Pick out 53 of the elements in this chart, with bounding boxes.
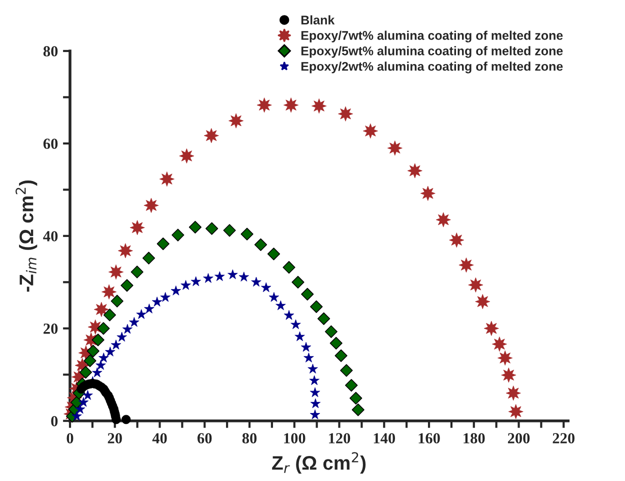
point xyxy=(97,322,110,335)
point xyxy=(334,349,348,362)
x-tick-label: 160 xyxy=(418,433,440,444)
point xyxy=(103,308,116,322)
point xyxy=(92,334,104,346)
point xyxy=(317,312,330,326)
point xyxy=(142,252,156,264)
point xyxy=(345,378,358,392)
point xyxy=(156,237,170,250)
point xyxy=(223,224,236,237)
y-tick-label: 80 xyxy=(43,46,58,56)
x-tick-label: 120 xyxy=(329,433,350,444)
y-tick-label: 60 xyxy=(43,138,58,149)
point xyxy=(84,354,96,368)
x-tick-label: 200 xyxy=(508,433,530,444)
point xyxy=(267,248,280,260)
point xyxy=(282,261,296,274)
x-tick-label: 140 xyxy=(374,433,396,444)
x-axis-title: Z$_{r}$ (Ω cm$^{2}$) xyxy=(272,452,366,474)
x-tick-label: 220 xyxy=(552,433,575,444)
point xyxy=(310,300,323,313)
point xyxy=(352,403,364,416)
legend-label: Epoxy/7wt% alumina coating of melted zone xyxy=(301,30,563,42)
x-tick-label: 60 xyxy=(198,433,212,444)
point xyxy=(130,266,144,278)
point xyxy=(324,325,338,338)
point xyxy=(110,294,124,308)
point xyxy=(292,276,304,288)
point xyxy=(301,288,314,300)
legend-label: Epoxy/2wt% alumina coating of melted zone xyxy=(301,62,563,74)
point xyxy=(79,366,92,379)
point xyxy=(172,228,184,242)
y-tick-label: 20 xyxy=(44,324,58,334)
point xyxy=(340,364,353,377)
point xyxy=(205,222,218,235)
y-tick-label: 40 xyxy=(43,231,58,242)
legend-label: Blank xyxy=(301,15,335,24)
x-tick-label: 80 xyxy=(242,433,257,444)
point xyxy=(86,344,100,358)
legend-label: Epoxy/5wt% alumina coating of melted zone xyxy=(301,46,563,58)
point xyxy=(330,336,342,350)
x-tick-label: 0 xyxy=(66,433,74,444)
point xyxy=(254,238,268,252)
x-tick-label: 20 xyxy=(108,433,122,444)
x-tick-label: 40 xyxy=(152,433,167,444)
point xyxy=(350,392,362,405)
x-tick-label: 180 xyxy=(464,433,485,444)
y-tick-label: 0 xyxy=(51,416,58,426)
y-axis-title: -Z$_{im}$ (Ω cm$^{2}$) xyxy=(16,180,38,292)
x-tick-label: 100 xyxy=(284,433,306,444)
point xyxy=(188,220,202,234)
point xyxy=(120,279,134,292)
point xyxy=(240,228,254,240)
